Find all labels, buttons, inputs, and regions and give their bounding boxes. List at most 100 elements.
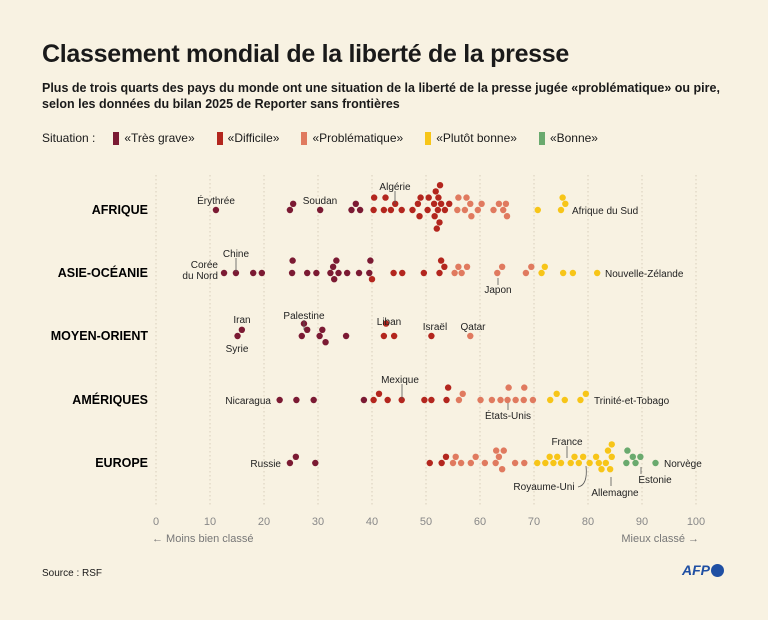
data-point (502, 200, 510, 207)
data-point (310, 396, 317, 404)
legend-item-problematique: «Problématique» (301, 131, 403, 145)
country-label: Trinité-et-Tobago (594, 396, 670, 407)
data-point (468, 213, 475, 220)
data-point (492, 459, 499, 467)
country-label: Nicaragua (225, 396, 271, 407)
data-point (329, 263, 337, 270)
legend-item-label: «Très grave» (124, 131, 195, 145)
data-point (459, 390, 466, 397)
country-label: Érythrée (197, 194, 235, 207)
data-point (319, 326, 326, 333)
data-point (390, 269, 397, 277)
country-label: Iran (233, 315, 250, 326)
legend-swatch (538, 131, 545, 145)
data-point (331, 276, 338, 283)
country-label: Soudan (303, 196, 337, 207)
data-point (322, 339, 329, 346)
x-tick-label: 50 (420, 516, 432, 528)
data-point (541, 263, 548, 270)
data-point (602, 459, 610, 467)
data-point (425, 194, 432, 201)
data-point (370, 206, 377, 214)
data-point (250, 269, 257, 277)
data-point (293, 396, 300, 404)
data-point (430, 200, 438, 207)
data-point (436, 269, 443, 277)
legend-label: Situation : (42, 131, 96, 145)
data-point (542, 459, 549, 467)
data-point (503, 213, 511, 220)
x-tick-label: 100 (687, 516, 705, 528)
data-point (387, 206, 395, 214)
data-point (312, 459, 319, 467)
data-point (467, 200, 474, 207)
data-point (414, 200, 422, 207)
data-point (547, 396, 554, 404)
country-label: France (551, 437, 583, 448)
data-point (463, 263, 471, 270)
data-point (366, 269, 373, 277)
data-point (316, 206, 324, 214)
country-label: Israël (423, 322, 447, 333)
data-point (398, 396, 405, 404)
data-point (559, 269, 567, 277)
data-point (428, 332, 435, 340)
data-point (562, 200, 569, 207)
data-point (454, 206, 461, 214)
data-point (286, 459, 294, 467)
data-point (452, 453, 459, 460)
x-tick-label: 0 (153, 516, 159, 528)
data-point (390, 332, 398, 340)
data-point (557, 206, 565, 214)
data-point (335, 269, 342, 277)
data-point (575, 459, 583, 467)
country-label: Chine (223, 249, 250, 260)
data-point (220, 269, 228, 277)
data-point (343, 269, 351, 277)
row-label: AMÉRIQUES (72, 392, 148, 407)
data-point (582, 390, 590, 397)
data-point (356, 206, 364, 214)
data-point (382, 320, 390, 327)
data-point (598, 466, 605, 473)
data-point (494, 269, 501, 277)
x-tick-label: 60 (474, 516, 486, 528)
data-point (495, 200, 503, 207)
data-point (342, 332, 350, 340)
data-point (428, 396, 435, 404)
data-point (288, 269, 296, 277)
data-point (488, 396, 496, 404)
data-point (289, 200, 297, 207)
data-point (604, 447, 612, 454)
data-point (474, 206, 482, 214)
source-note: Source : RSF (42, 568, 103, 579)
data-point (368, 276, 376, 283)
data-point (457, 459, 465, 467)
data-point (258, 269, 266, 277)
chart-subtitle: Plus de trois quarts des pays du monde o… (42, 81, 720, 111)
data-point (327, 269, 334, 277)
data-point (352, 200, 359, 207)
country-label: Estonie (638, 475, 672, 486)
data-point (426, 459, 433, 467)
data-point (497, 396, 504, 404)
data-point (538, 269, 545, 277)
legend-item-difficile: «Difficile» (216, 131, 279, 145)
data-point (606, 466, 614, 473)
data-point (431, 213, 438, 220)
data-point (375, 390, 383, 397)
data-point (360, 396, 368, 404)
legend-swatch (301, 131, 308, 145)
country-label: Japon (484, 285, 511, 296)
data-point (477, 396, 484, 404)
data-point (567, 459, 574, 467)
data-point (571, 453, 578, 460)
data-point (561, 396, 568, 404)
data-point (629, 453, 637, 460)
data-point (498, 263, 506, 270)
country-label: Palestine (283, 311, 325, 322)
data-point (451, 269, 458, 277)
legend-swatch (425, 131, 432, 145)
data-point (592, 453, 600, 460)
country-label: Norvège (664, 459, 702, 470)
